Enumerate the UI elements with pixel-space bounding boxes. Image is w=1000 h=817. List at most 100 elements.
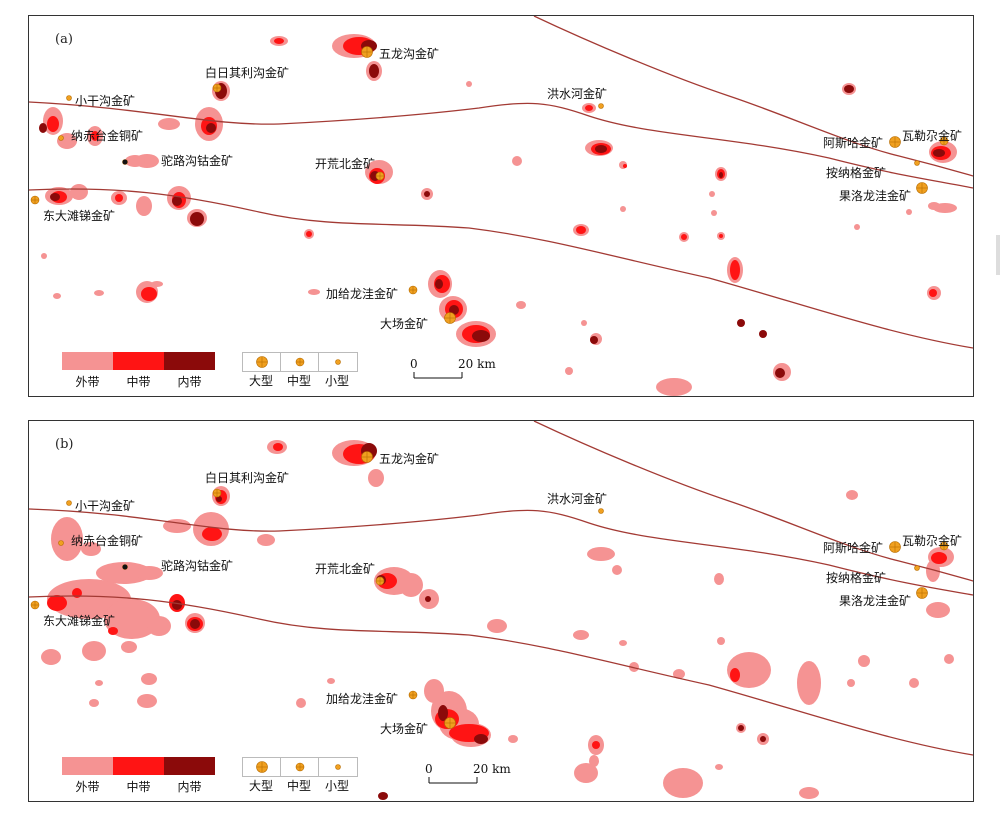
deposit-label: 白日其利沟金矿 [205, 66, 290, 80]
anomaly-outer-zone [847, 679, 855, 687]
legend-zone-label: 中带 [126, 375, 151, 389]
fault-line [533, 16, 973, 177]
anomaly-outer-zone [466, 81, 472, 87]
anomaly-outer-zone [799, 787, 819, 799]
anomaly-inner-zone [438, 705, 448, 721]
fault-line [29, 101, 973, 189]
anomaly-outer-zone [709, 191, 715, 197]
panel-label: (a) [55, 32, 73, 47]
anomaly-middle-zone [273, 443, 283, 451]
anomaly-outer-zone [41, 649, 61, 665]
anomaly-inner-zone [590, 336, 598, 344]
anomaly-middle-zone [141, 287, 157, 301]
deposit-label: 按纳格金矿 [826, 571, 887, 585]
anomaly-middle-zone [730, 668, 740, 682]
anomaly-outer-zone [53, 293, 61, 299]
deposit-label: 五龙沟金矿 [379, 47, 440, 61]
deposit-label: 小干沟金矿 [75, 94, 136, 108]
anomaly-outer-zone [368, 469, 384, 487]
anomaly-outer-zone [620, 206, 626, 212]
anomaly-outer-zone [926, 602, 950, 618]
deposit-label: 小干沟金矿 [75, 499, 136, 513]
anomaly-inner-zone [369, 64, 379, 78]
deposit-marker-small [58, 540, 64, 546]
anomaly-inner-zone [595, 145, 607, 153]
anomaly-inner-zone [50, 193, 60, 201]
deposit-label: 东大滩锑金矿 [43, 209, 116, 223]
anomaly-outer-zone [96, 562, 152, 584]
scale-end-label: 20 km [458, 357, 496, 371]
anomaly-outer-zone [906, 209, 912, 215]
anomaly-inner-zone [172, 600, 182, 610]
legend-zone-label: 内带 [177, 375, 202, 389]
anomaly-outer-zone [41, 253, 47, 259]
anomaly-outer-zone [587, 547, 615, 561]
deposit-label: 按纳格金矿 [826, 166, 887, 180]
anomaly-middle-zone [681, 234, 687, 240]
anomaly-middle-zone [929, 289, 937, 297]
point-marker [122, 159, 128, 165]
deposit-label: 阿斯哈金矿 [823, 541, 884, 555]
anomaly-inner-zone [737, 319, 745, 327]
window-edge [996, 235, 1000, 275]
anomaly-outer-zone [715, 764, 723, 770]
deposit-label: 洪水河金矿 [547, 492, 608, 506]
point-marker [122, 564, 128, 570]
deposit-marker-small [598, 508, 604, 514]
legend-size-symbol [319, 758, 357, 776]
anomaly-inner-zone [759, 330, 767, 338]
anomaly-middle-zone [47, 595, 67, 611]
anomaly-inner-zone [216, 496, 222, 502]
legend-size-label: 大型 [248, 374, 273, 388]
anomaly-outer-zone [51, 517, 83, 561]
map-panel-a: (a) 五龙沟金矿 白日其利沟金矿 小干沟金矿 纳赤台金铜矿 驼路沟钴金矿 东大滩锑金矿 开… [28, 15, 974, 397]
anomaly-outer-zone [141, 673, 157, 685]
deposit-label: 果洛龙洼金矿 [839, 189, 912, 203]
anomaly-outer-zone [125, 155, 145, 167]
anomaly-middle-zone [47, 116, 59, 132]
deposit-marker-small [598, 103, 604, 109]
anomaly-inner-zone [719, 172, 723, 178]
anomaly-outer-zone [137, 694, 157, 708]
anomaly-outer-zone [151, 281, 163, 287]
anomaly-outer-zone [909, 678, 919, 688]
anomaly-outer-zone [508, 735, 518, 743]
anomaly-middle-zone [623, 164, 627, 168]
deposit-label: 瓦勒尕金矿 [902, 129, 963, 143]
legend-deposit-sizes [242, 757, 358, 777]
deposit-label: 洪水河金矿 [547, 87, 608, 101]
deposit-marker-small [58, 135, 64, 141]
legend-size-symbol [281, 758, 319, 776]
anomaly-outer-zone [82, 641, 106, 661]
anomaly-inner-zone [378, 792, 388, 800]
anomaly-outer-zone [89, 699, 99, 707]
anomaly-inner-zone [424, 191, 430, 197]
scale-start-label: 0 [425, 762, 433, 776]
map-canvas-b [29, 421, 973, 800]
anomaly-outer-zone [858, 655, 870, 667]
anomaly-middle-zone [202, 527, 222, 541]
legend-swatch [164, 352, 215, 370]
anomaly-outer-zone [487, 619, 507, 633]
fault-line [29, 508, 973, 596]
legend-zone-label: 外带 [75, 780, 100, 794]
map-panel-b: (b) 五龙沟金矿 白日其利沟金矿 小干沟金矿 纳赤台金铜矿 驼路沟钴金矿 东大滩锑金矿 开… [28, 420, 974, 802]
anomaly-middle-zone [592, 741, 600, 749]
anomaly-outer-zone [574, 763, 598, 783]
anomaly-outer-zone [516, 301, 526, 309]
legend-size-symbol [281, 353, 319, 371]
anomaly-inner-zone [738, 725, 744, 731]
scale-start-label: 0 [410, 357, 418, 371]
legend-size-symbol [319, 353, 357, 371]
anomaly-outer-zone [717, 637, 725, 645]
legend-size-label: 中型 [286, 779, 311, 793]
legend-swatch [113, 757, 164, 775]
legend-zone-label: 内带 [177, 780, 202, 794]
anomaly-outer-zone [573, 630, 589, 640]
anomaly-outer-zone [104, 599, 160, 639]
deposit-label: 瓦勒尕金矿 [902, 534, 963, 548]
anomaly-inner-zone [760, 736, 766, 742]
legend-size-label: 中型 [286, 374, 311, 388]
anomaly-middle-zone [306, 231, 312, 237]
anomaly-inner-zone [172, 196, 182, 206]
